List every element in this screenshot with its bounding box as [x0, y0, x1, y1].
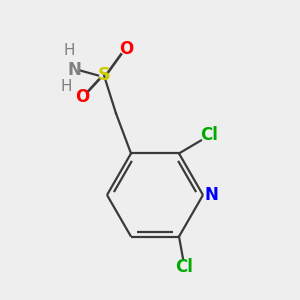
Text: N: N — [204, 186, 218, 204]
Text: O: O — [119, 40, 133, 58]
Text: S: S — [98, 66, 110, 84]
Text: H: H — [63, 43, 75, 58]
Text: H: H — [60, 79, 72, 94]
Text: Cl: Cl — [175, 258, 193, 276]
Text: N: N — [67, 61, 81, 80]
Text: O: O — [75, 88, 89, 106]
Text: Cl: Cl — [200, 126, 218, 144]
